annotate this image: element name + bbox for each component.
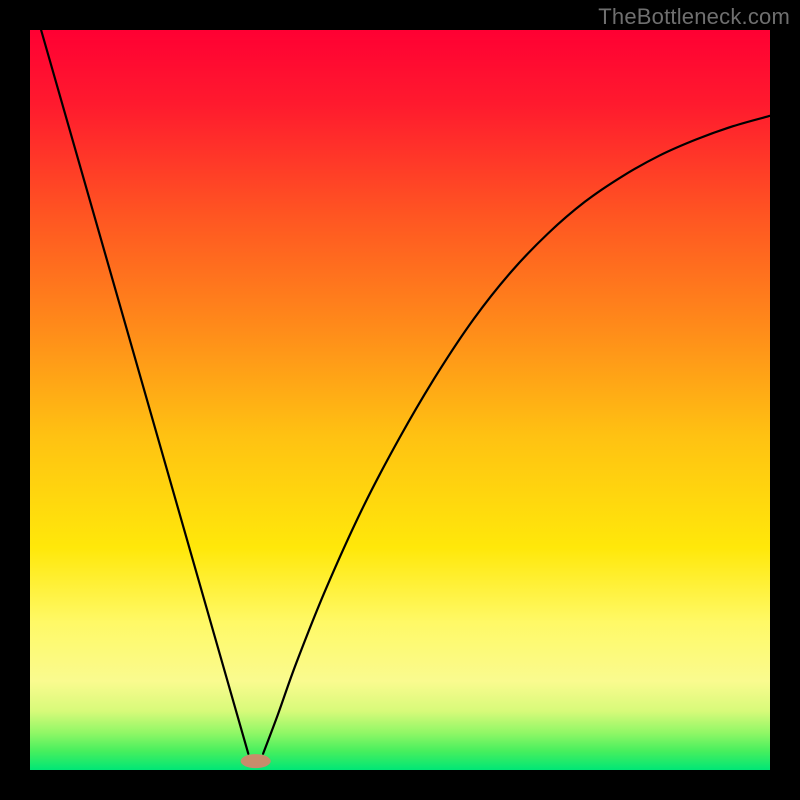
bottleneck-chart [0, 0, 800, 800]
min-marker [241, 754, 271, 768]
watermark-text: TheBottleneck.com [598, 4, 790, 30]
plot-area [30, 30, 770, 770]
figure-container: TheBottleneck.com [0, 0, 800, 800]
